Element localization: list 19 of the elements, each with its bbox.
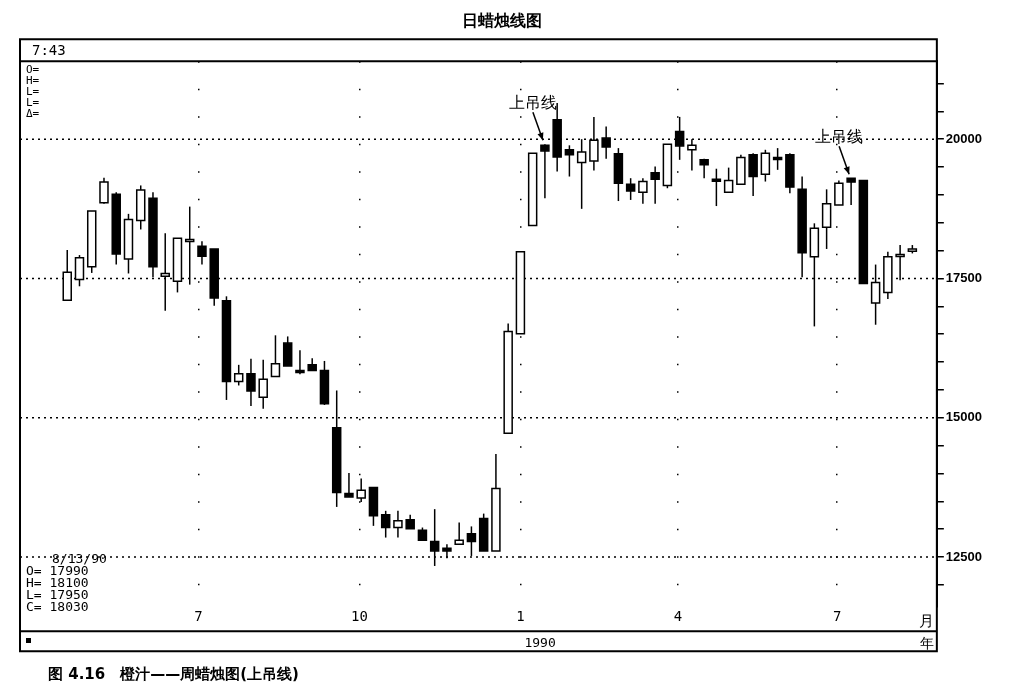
chart-title: 日蜡烛线图 [462,10,542,30]
text: 1990 [524,635,556,651]
x-tick-label: 4 [673,608,683,625]
text: 年 [919,635,934,652]
x-tick-label: 1 [516,608,525,625]
text: 7:43 [32,42,66,59]
annotation: 上吊线 [815,127,864,147]
caption: 图 4.16 橙汁——周蜡烛图(上吊线) [48,665,299,684]
annotation: O= H= L= L= Δ= [26,63,40,121]
y-tick-label: 20000 [945,130,983,146]
x-tick-label: 7 [194,608,203,625]
x-tick-label: 7 [832,608,842,625]
annotation: 上吊线 [508,93,557,113]
annotation: 8/13/90 O= 17990 H= 18100 L= 17950 C= 18030 [26,551,107,615]
y-tick-label: 12500 [945,548,983,564]
y-tick-label: 17500 [945,270,983,286]
x-tick-label: 10 [351,608,368,625]
y-tick-label: 15000 [945,409,983,425]
x-axis-title: 月 [919,612,935,631]
